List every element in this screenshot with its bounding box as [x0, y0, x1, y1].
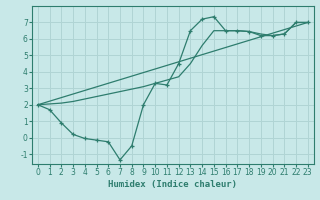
- X-axis label: Humidex (Indice chaleur): Humidex (Indice chaleur): [108, 180, 237, 189]
